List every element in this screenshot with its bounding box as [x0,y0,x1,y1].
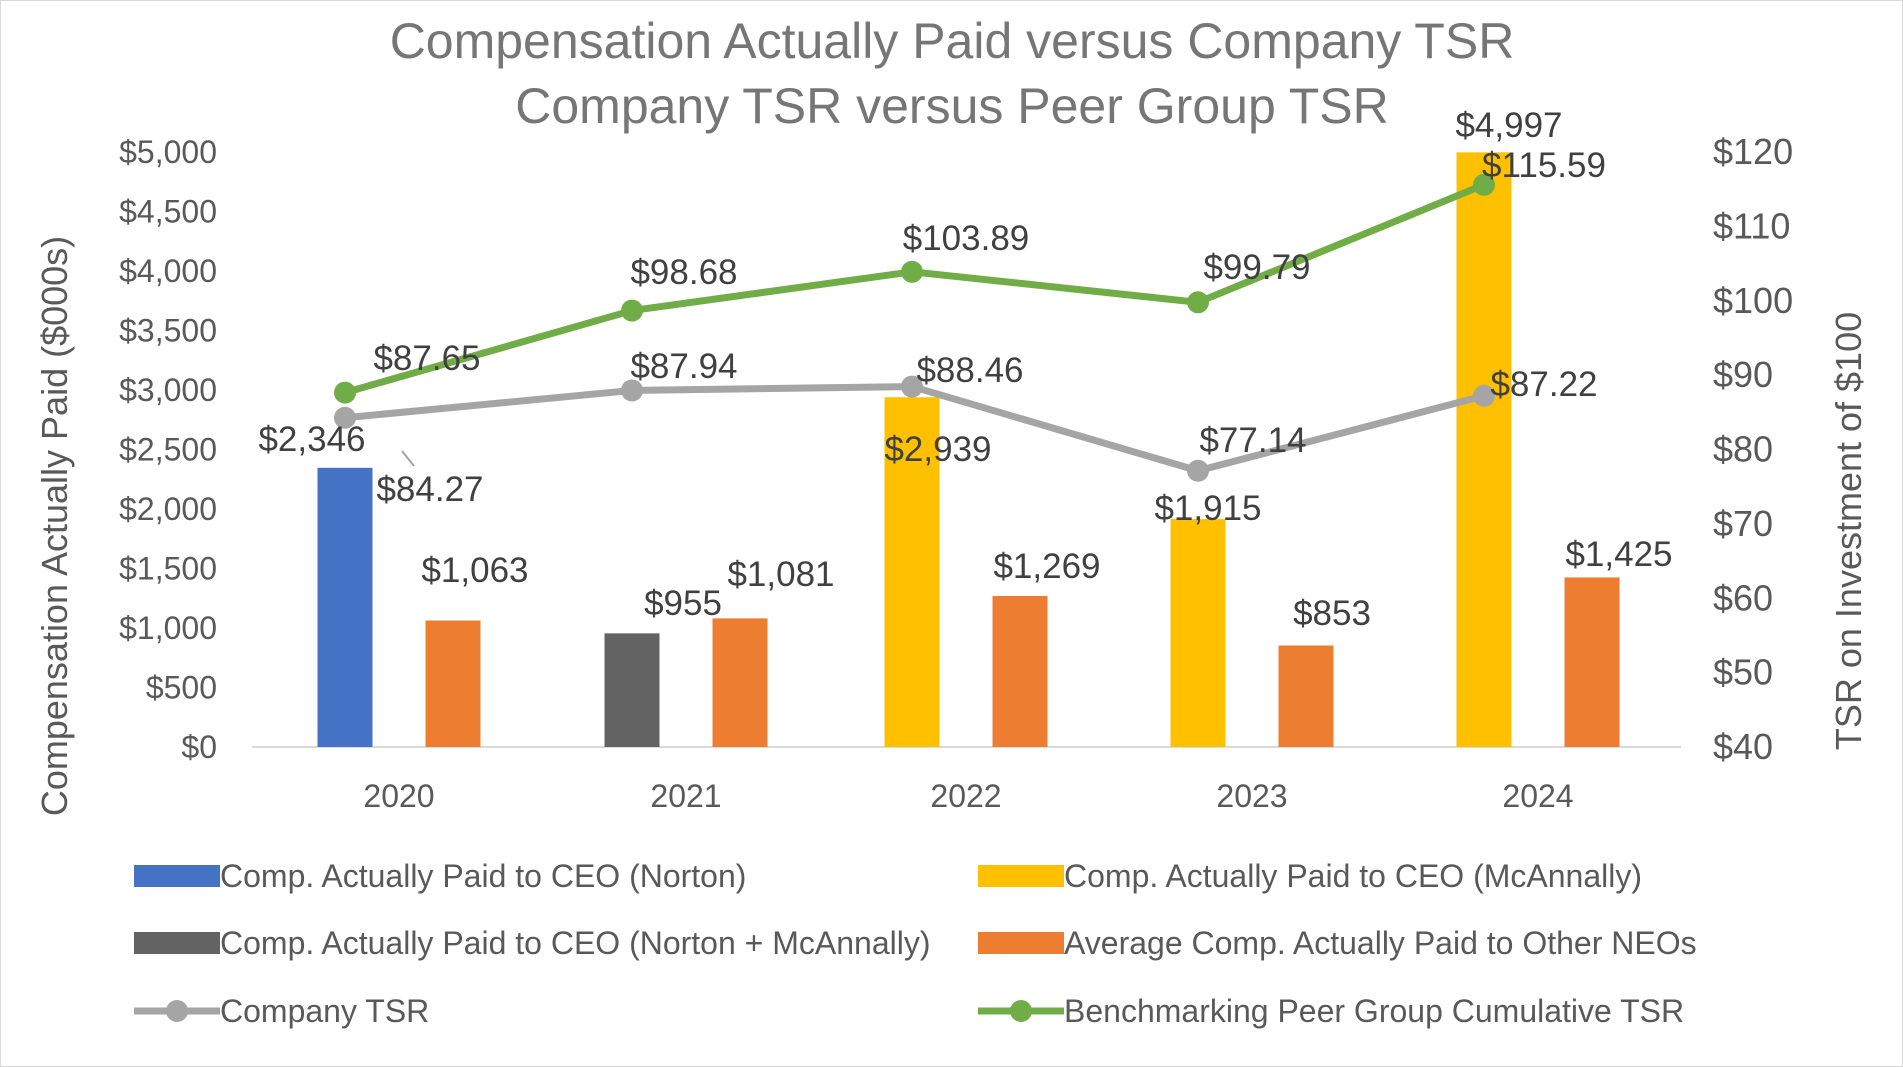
bar [1456,152,1512,747]
data-label: $955 [644,584,722,623]
y-axis-ticks-left: $0 $500 $1,000 $1,500 $2,000 $2,500 $3,000 $3,5… [119,134,217,765]
data-label: $88.46 [916,351,1023,390]
y-axis-ticks-right: $40 $50 $60 $70 $80 $90 $100 $110 $120 [1713,131,1793,767]
x-tick-label: 2021 [650,778,721,814]
data-label: $1,063 [421,551,528,590]
legend-swatch [978,865,1064,887]
series-line [344,181,1486,396]
data-label: $87.65 [373,339,480,378]
series-point [1473,173,1495,196]
legend-swatch [134,932,220,954]
series-point [621,299,643,322]
series-point [1187,459,1209,482]
x-tick-label: 2020 [363,778,434,814]
data-label: $84.27 [376,470,483,509]
legend-label: Comp. Actually Paid to CEO (Norton) [220,858,746,894]
bar [1278,645,1334,747]
chart-title: Compensation Actually Paid versus Compan… [390,13,1515,69]
y2-tick-label: $80 [1713,429,1773,470]
bar [712,618,768,747]
y-tick-label: $2,500 [119,432,217,468]
y-tick-label: $2,000 [119,491,217,527]
y-axis-title-right: TSR on Investment of $100 [1828,312,1869,750]
chart-subtitle: Company TSR versus Peer Group TSR [515,78,1389,134]
data-label: $4,997 [1455,106,1562,145]
bar [1170,519,1226,747]
y2-tick-label: $40 [1713,726,1773,767]
y-tick-label: $500 [146,670,217,706]
y-tick-label: $4,500 [119,194,217,230]
series-point [1187,291,1209,314]
bar-series [317,152,1620,747]
y2-tick-label: $60 [1713,577,1773,618]
legend-label: Company TSR [220,993,429,1029]
leader-line [401,450,415,467]
legend-swatch [134,865,220,887]
series-point [901,260,923,283]
legend-label: Comp. Actually Paid to CEO (McAnnally) [1064,858,1642,894]
series-point [621,379,643,402]
data-label: $2,939 [884,430,991,469]
y-tick-label: $1,000 [119,610,217,646]
legend-label: Benchmarking Peer Group Cumulative TSR [1064,993,1684,1029]
series-point [334,406,356,429]
y-tick-label: $5,000 [119,134,217,170]
data-label: $87.22 [1490,365,1597,404]
data-label: $853 [1293,594,1371,633]
legend-label: Comp. Actually Paid to CEO (Norton + McA… [220,925,931,961]
y2-tick-label: $50 [1713,652,1773,693]
y-axis-title-left: Compensation Actually Paid ($000s) [34,236,75,816]
bar [884,397,940,747]
data-label: $1,915 [1154,489,1261,528]
data-labels: $2,346 $955 $2,939 $1,915 $4,997 $1,063 $1,081… [258,106,1672,633]
y-tick-label: $1,500 [119,551,217,587]
bar [425,620,481,747]
bar [992,595,1048,747]
data-label: $1,425 [1565,535,1672,574]
legend-marker [1010,1000,1032,1022]
data-label: $77.14 [1199,421,1306,460]
y-tick-label: $4,000 [119,253,217,289]
data-label: $1,269 [993,547,1100,586]
y2-tick-label: $90 [1713,354,1773,395]
series-point [334,381,356,404]
legend-swatch [978,932,1064,954]
y-tick-label: $0 [181,729,217,765]
bar [604,633,660,747]
x-tick-label: 2023 [1216,778,1287,814]
y-tick-label: $3,000 [119,372,217,408]
y-tick-label: $3,500 [119,313,217,349]
x-axis-ticks: 2020 2021 2022 2023 2024 [363,778,1573,814]
legend-marker [166,1000,188,1022]
y2-tick-label: $110 [1713,205,1790,246]
data-label: $98.68 [630,253,737,292]
legend: Comp. Actually Paid to CEO (Norton) Comp.… [134,858,1697,1029]
data-label: $99.79 [1203,248,1310,287]
data-label: $115.59 [1482,146,1606,185]
x-tick-label: 2024 [1502,778,1573,814]
x-tick-label: 2022 [930,778,1001,814]
y2-tick-label: $100 [1713,280,1793,321]
data-label: $87.94 [630,347,737,386]
y2-tick-label: $120 [1713,131,1793,172]
y2-tick-label: $70 [1713,503,1773,544]
data-label: $103.89 [903,219,1030,258]
data-label: $1,081 [727,555,834,594]
data-label: $2,346 [258,420,365,459]
series-point [901,375,923,398]
bar [317,467,373,747]
bar [1564,577,1620,747]
line-series [334,173,1495,482]
series-point [1473,384,1495,407]
legend-label: Average Comp. Actually Paid to Other NEO… [1064,925,1697,961]
